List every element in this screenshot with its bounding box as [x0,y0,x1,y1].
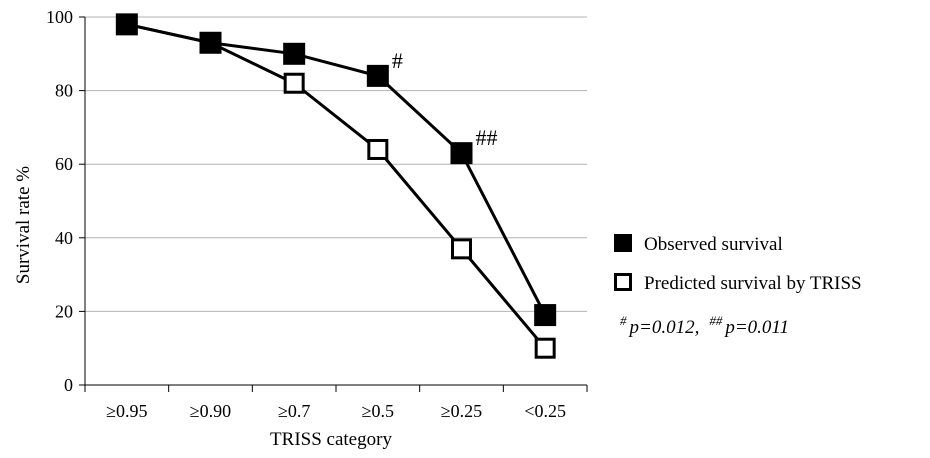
y-tick-label: 80 [55,81,73,101]
predicted-point [283,72,305,94]
p-value-note: # p=0.012, ## p=0.011 [620,313,789,338]
y-tick-label: 100 [46,7,73,27]
legend-open-square-icon [614,273,632,291]
gridlines [85,16,587,312]
p-value-mark: # [620,313,627,328]
annotation-layer: ### [392,48,498,150]
y-axis-title: Survival rate % [13,166,34,284]
significance-mark: # [392,48,403,73]
legend-label: Predicted survival by TRISS [644,273,862,294]
p-value-mark: ## [709,313,723,328]
legend-item-observed: Observed survival [614,234,783,255]
legend-label: Observed survival [644,234,783,255]
observed-point [199,31,222,54]
y-tick-label: 0 [64,375,73,395]
legend-item-predicted: Predicted survival by TRISS [614,273,862,294]
observed-point [450,142,473,165]
p-value-text: # p=0.012, ## p=0.011 [620,313,789,338]
observed-point [366,64,389,87]
series-lines [126,22,547,350]
y-tick-label: 20 [55,301,73,321]
observed-point [115,13,138,36]
x-tick-label: ≥0.25 [441,401,482,421]
x-axis-title: TRISS category [270,429,392,450]
series-line-predicted [126,22,547,350]
p-value: p=0.012, [628,317,700,338]
y-axis: 0 20 40 60 80 100 [46,7,86,395]
observed-point [534,304,557,327]
predicted-point [367,138,389,160]
legend: Observed survival Predicted survival by T… [614,234,862,294]
y-tick-label: 40 [55,228,73,248]
x-tick-label: ≥0.7 [278,401,310,421]
predicted-point [451,238,472,260]
series-layer [115,13,557,359]
predicted-point [534,337,556,359]
series-markers [115,13,557,359]
x-tick-label: ≥0.5 [362,401,394,421]
x-tick-label: ≥0.95 [106,401,147,421]
series-line-observed [126,22,547,316]
x-tick-label: <0.25 [524,401,566,421]
significance-mark: ## [476,125,498,150]
p-value: p=0.011 [723,317,789,338]
legend-filled-square-icon [614,234,632,252]
y-tick-label: 60 [55,154,73,174]
observed-point [283,42,306,65]
x-axis: ≥0.95 ≥0.90 ≥0.7 ≥0.5 ≥0.25 <0.25 [84,384,588,421]
x-tick-label: ≥0.90 [190,401,231,421]
